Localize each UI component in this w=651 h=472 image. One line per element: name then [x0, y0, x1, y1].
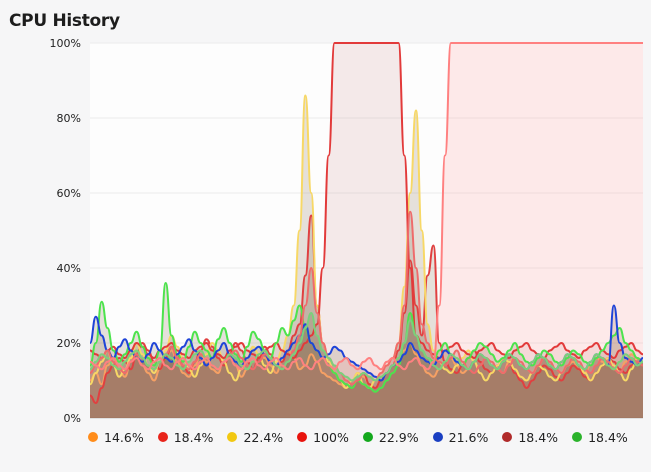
legend-item[interactable]: 18.4%	[502, 430, 558, 445]
y-tick-label: 80%	[57, 112, 81, 125]
legend-dot-icon	[88, 432, 98, 442]
series-area-3	[90, 43, 643, 418]
legend-label: 18.4%	[518, 429, 559, 445]
legend-dot-icon	[502, 432, 513, 442]
series-area-1	[90, 215, 643, 418]
legend-label: 22.9%	[378, 429, 419, 445]
series-area-6	[90, 211, 643, 418]
chart-legend: 14.6% 18.4% 22.4% 100% 22.9% 21.6% 18.4% 18.4%	[88, 428, 642, 446]
legend-dot-icon	[157, 432, 168, 442]
legend-label: 21.6%	[448, 429, 489, 445]
series-area-5	[90, 305, 643, 418]
legend-item[interactable]: 22.9%	[362, 429, 419, 445]
y-tick-label: 60%	[57, 187, 81, 200]
y-tick-label: 0%	[64, 412, 81, 425]
legend-label: 14.6%	[104, 429, 144, 445]
series-area-7	[90, 313, 643, 418]
series-area-4	[90, 283, 643, 418]
legend-dot-icon	[297, 432, 308, 442]
series-line-8	[89, 42, 643, 371]
legend-item[interactable]: 14.6%	[88, 430, 144, 445]
legend-dot-icon	[227, 432, 238, 442]
legend-dot-icon	[362, 432, 373, 442]
legend-label: 22.4%	[243, 429, 284, 445]
legend-item[interactable]: 18.4%	[157, 429, 214, 445]
series-area-2	[90, 95, 643, 418]
legend-label: 18.4%	[173, 429, 214, 445]
y-tick-label: 40%	[57, 262, 81, 275]
legend-label: 18.4%	[588, 429, 628, 445]
series-area-8	[90, 43, 643, 418]
legend-item[interactable]: 22.4%	[227, 430, 283, 445]
y-tick-label: 20%	[57, 337, 81, 350]
legend-item[interactable]: 18.4%	[572, 430, 628, 445]
series-line-7	[89, 312, 644, 382]
y-tick-label: 100%	[50, 37, 81, 50]
legend-item[interactable]: 21.6%	[432, 429, 489, 445]
series-line-4	[89, 282, 644, 393]
legend-dot-icon	[572, 432, 583, 442]
legend-item[interactable]: 100%	[297, 430, 349, 445]
page-title: CPU History	[9, 11, 120, 31]
legend-label: 100%	[313, 429, 349, 445]
legend-dot-icon	[432, 432, 443, 442]
series-line-3	[89, 42, 644, 359]
